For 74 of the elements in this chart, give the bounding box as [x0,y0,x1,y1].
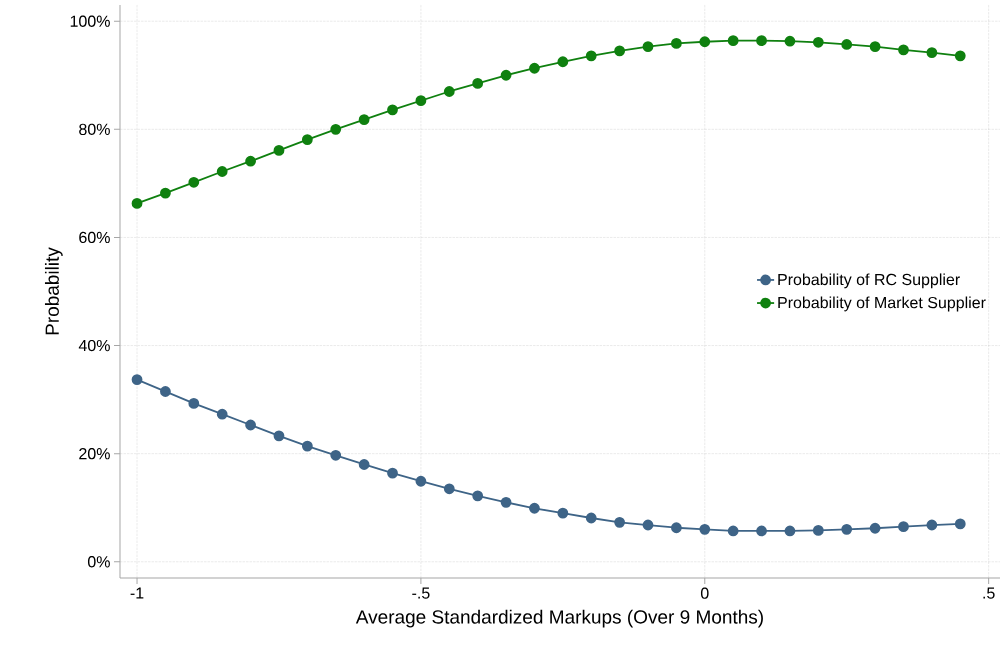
y-tick-label: 20% [79,448,110,460]
point [131,374,143,386]
point [954,50,966,62]
legend-label: Probability of RC Supplier [778,273,960,289]
point [529,502,540,514]
point [812,36,824,48]
y-tick-label: 80% [79,123,110,135]
y-tick-label: 0% [87,556,110,568]
point [699,523,711,535]
point [472,490,484,502]
point [387,104,398,116]
y-tick-label: 40% [78,339,110,352]
point [585,512,597,524]
x-tick-label: 0 [700,587,709,599]
point [358,459,370,470]
point [415,95,427,107]
point [245,155,256,167]
point [699,36,711,48]
point [273,430,285,442]
point [926,47,938,58]
point [160,386,171,397]
point [216,408,228,420]
point [670,522,682,534]
point [443,86,455,97]
point [301,134,313,145]
point [756,35,767,47]
x-tick-label: -.5 [412,587,430,599]
point [614,45,626,57]
point [188,176,200,188]
point [898,521,909,533]
point [784,525,796,537]
point [188,397,200,409]
point [500,496,512,508]
y-tick-label: 60% [79,231,110,244]
point [727,35,739,47]
point [898,44,909,56]
point [443,483,455,495]
point [642,519,654,531]
point [841,39,853,50]
point [160,187,171,199]
point [557,56,569,68]
point [557,507,569,519]
point [642,41,654,53]
x-tick-label: -1 [130,587,144,599]
point [500,69,512,81]
point [415,475,427,487]
point [954,518,966,530]
point [614,516,626,528]
point [358,114,370,125]
point [301,440,313,452]
x-axis-title: Average Standardized Markups (Over 9 Months) [355,609,763,628]
point [869,522,881,534]
legend-label: Probability of Market Supplier [778,296,986,312]
x-tick-label: .5 [983,587,995,599]
point [387,467,398,479]
point [330,449,342,461]
point [756,525,767,537]
point [330,123,342,135]
point [727,525,739,537]
point [812,525,824,536]
y-axis-title: Probability [44,247,63,335]
point [529,62,540,74]
point [245,419,256,431]
point [784,35,796,47]
point [841,523,853,535]
y-tick-label: 100% [70,15,110,27]
point [585,50,597,62]
point [869,41,881,53]
point [926,519,938,531]
point [273,145,285,156]
point [131,197,143,209]
point [670,37,682,49]
point [216,166,228,177]
point [472,77,484,89]
